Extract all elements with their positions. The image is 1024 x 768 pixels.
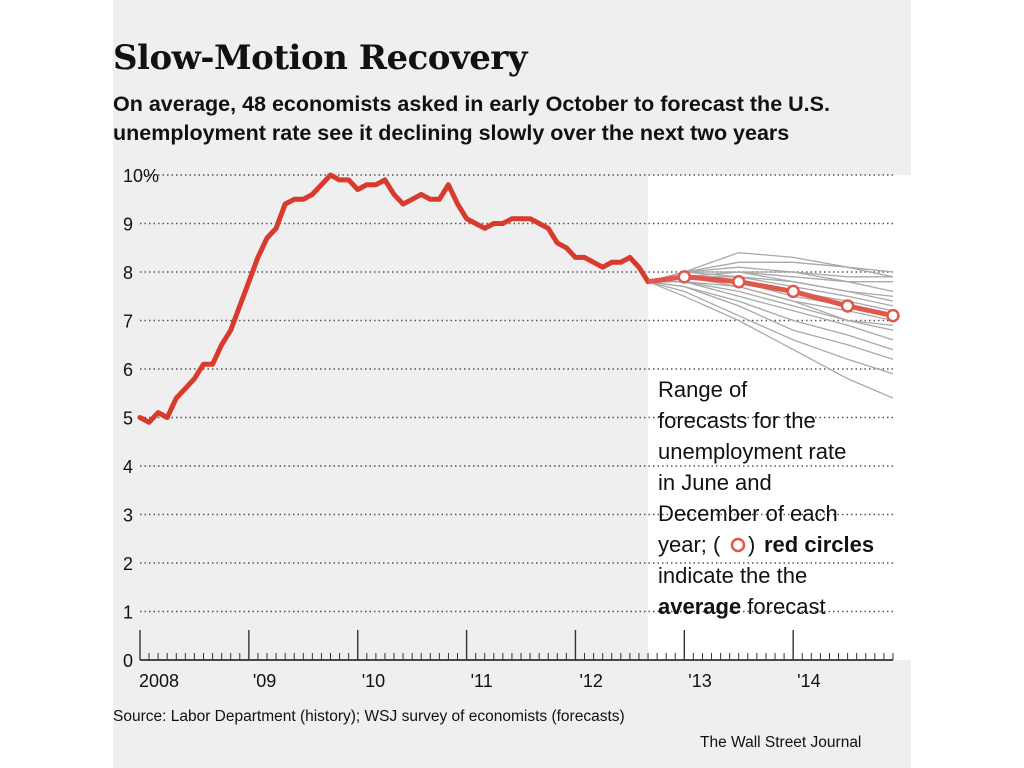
forecast-average-marker bbox=[786, 284, 800, 299]
x-axis: 2008 '09 '10 '11 '12 '13 '14 bbox=[139, 630, 894, 691]
y-tick-label: 4 bbox=[123, 457, 133, 477]
annotation-bold: average bbox=[658, 594, 741, 619]
forecast-range-line bbox=[647, 281, 894, 375]
y-tick-label: 8 bbox=[123, 263, 133, 283]
y-axis-ticks: 0 1 2 3 4 5 6 7 8 9 10% bbox=[123, 166, 159, 671]
annotation-line: indicate the the bbox=[658, 563, 807, 588]
forecast-range-line bbox=[647, 281, 894, 399]
x-tick-label: '13 bbox=[688, 671, 711, 691]
forecast-average-marker bbox=[731, 274, 746, 289]
annotation-line: year; ( bbox=[658, 532, 721, 557]
annotation-text: forecast bbox=[741, 594, 825, 619]
annotation-line: forecasts for the bbox=[658, 408, 816, 433]
forecast-average-marker bbox=[840, 299, 855, 313]
legend-circle-icon bbox=[730, 537, 746, 553]
annotation-line: Range of bbox=[658, 377, 748, 402]
y-tick-label: 0 bbox=[123, 651, 133, 671]
x-tick-label: '14 bbox=[797, 671, 820, 691]
forecast-range-line bbox=[648, 281, 894, 360]
x-tick-label: '09 bbox=[253, 671, 276, 691]
chart-title: Slow-Motion Recovery bbox=[113, 38, 528, 78]
annotation-line: December of each bbox=[658, 501, 838, 526]
history-line bbox=[137, 172, 651, 425]
chart-subtitle: On average, 48 economists asked in early… bbox=[113, 92, 830, 145]
forecast-average-markers bbox=[677, 270, 900, 323]
forecast-average-marker bbox=[677, 270, 692, 284]
y-tick-label: 1 bbox=[123, 603, 133, 623]
y-tick-label: 9 bbox=[123, 215, 133, 235]
y-tick-label: 6 bbox=[123, 360, 133, 380]
annotation-line: unemployment rate bbox=[658, 439, 846, 464]
annotation: Range of forecasts for the unemployment ra… bbox=[658, 377, 874, 619]
annotation-bold: red circles bbox=[764, 532, 874, 557]
publisher-credit: The Wall Street Journal bbox=[700, 734, 862, 751]
source-note: Source: Labor Department (history); WSJ … bbox=[113, 708, 625, 725]
forecast-range-lines bbox=[647, 251, 894, 399]
annotation-line: in June and bbox=[658, 470, 772, 495]
y-tick-label: 2 bbox=[123, 554, 133, 574]
y-tick-label: 5 bbox=[123, 409, 133, 429]
y-tick-label: 10% bbox=[123, 166, 159, 186]
forecast-average-marker bbox=[886, 308, 900, 323]
annotation-line: average forecast bbox=[658, 594, 826, 619]
y-tick-label: 3 bbox=[123, 506, 133, 526]
x-tick-label: 2008 bbox=[139, 671, 179, 691]
y-tick-label: 7 bbox=[123, 312, 133, 332]
x-tick-label: '12 bbox=[579, 671, 602, 691]
x-tick-label: '11 bbox=[471, 671, 493, 691]
forecast-range-line bbox=[648, 281, 894, 341]
forecast-range-line bbox=[647, 271, 893, 283]
x-tick-label: '10 bbox=[362, 671, 385, 691]
annotation-line: ) bbox=[748, 532, 755, 557]
